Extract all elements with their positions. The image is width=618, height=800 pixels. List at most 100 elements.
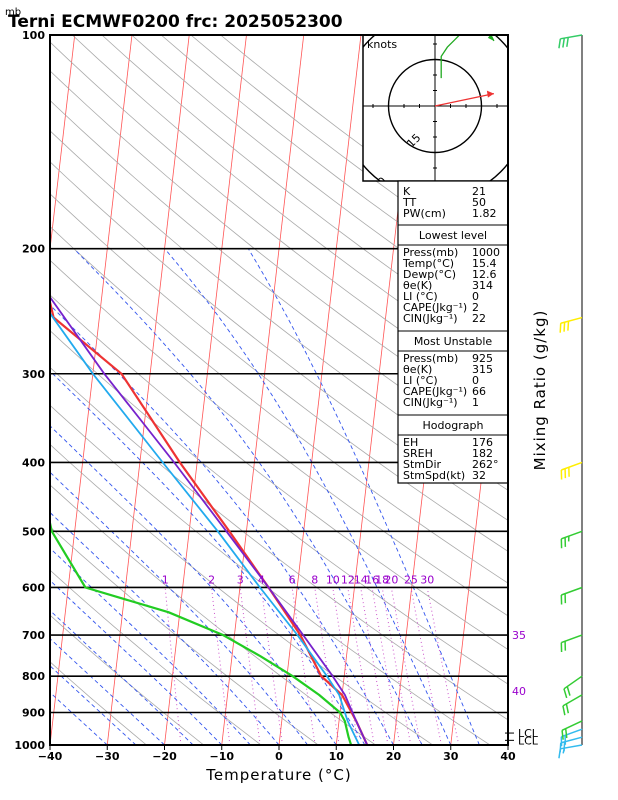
index-label: SREH (403, 447, 433, 460)
lcl-label: LCL (518, 734, 539, 747)
x-tick-label: −10 (209, 750, 234, 763)
dry-adiabat-line (50, 70, 508, 433)
index-value: 66 (472, 385, 486, 398)
index-label: θe(K) (403, 279, 432, 292)
dry-adiabat-line (50, 130, 508, 491)
index-label: K (403, 185, 411, 198)
moist-adiabat-line (50, 638, 165, 745)
storm-motion-arrowhead (486, 90, 494, 98)
moist-adiabat-line (50, 665, 137, 745)
dry-adiabat-line (50, 614, 204, 745)
x-tick-label: 30 (443, 750, 459, 763)
hodograph-ring-label: 30 (370, 175, 389, 194)
dry-adiabat-line (50, 366, 508, 721)
mixing-ratio-label: 2 (208, 573, 215, 586)
wind-barb (558, 34, 583, 49)
table-section-title: Most Unstable (414, 335, 493, 348)
wind-barb (560, 530, 583, 549)
index-value: 1 (472, 396, 479, 409)
index-label: CAPE(Jkg⁻¹) (403, 385, 467, 398)
dry-adiabat-line (50, 259, 508, 617)
wind-barb (560, 634, 583, 653)
pressure-unit-label: mb (5, 7, 21, 18)
dry-adiabat-line (50, 526, 319, 745)
wind-barb (560, 461, 583, 480)
y-tick-label: 800 (22, 670, 45, 683)
index-label: CAPE(Jkg⁻¹) (403, 301, 467, 314)
virtual-parcel-profile-line (50, 311, 361, 745)
dry-adiabat-line (50, 484, 376, 745)
wind-barb (561, 720, 583, 740)
index-label: CIN(Jkg⁻¹) (403, 396, 458, 409)
dry-adiabat-line (50, 569, 262, 745)
moist-adiabat-line (164, 248, 452, 745)
index-value: 176 (472, 436, 493, 449)
mixing-ratio-line (360, 587, 389, 745)
mixing-ratio-label: 12 (341, 573, 355, 586)
wind-barb (563, 675, 583, 699)
hodograph-units-label: knots (367, 38, 397, 51)
y-tick-label: 100 (22, 29, 45, 42)
table-section-title: Hodograph (423, 419, 484, 432)
plot-area (0, 35, 508, 745)
y-tick-label: 900 (22, 707, 45, 720)
mixing-ratio-line (314, 587, 340, 745)
index-label: Press(mb) (403, 352, 458, 365)
y-tick-label: 600 (22, 581, 45, 594)
index-value: 15.4 (472, 257, 497, 270)
y-tick-label: 200 (22, 243, 45, 256)
index-label: Dewp(°C) (403, 268, 456, 281)
mixing-ratio-line (426, 587, 460, 745)
parcel-profile-line (50, 295, 369, 745)
mixing-ratio-line (239, 587, 261, 745)
index-value: 1000 (472, 246, 500, 259)
x-tick-label: −20 (152, 750, 177, 763)
moist-adiabat-line (50, 609, 194, 745)
isotherm-side-label: 35 (512, 629, 526, 642)
y2-axis-label: Mixing Ratio (g/kg) (531, 310, 549, 471)
isotherm-line (278, 35, 362, 745)
y-tick-label: 300 (22, 368, 45, 381)
dry-adiabat-line (160, 35, 508, 299)
chart-title: Terni ECMWF0200 frc: 2025052300 (8, 12, 343, 32)
index-label: StmDir (403, 458, 442, 471)
index-value: 21 (472, 185, 486, 198)
hodograph-trace-arrowhead (487, 35, 494, 41)
y-tick-label: 1000 (14, 739, 45, 752)
y-tick-label: 700 (22, 629, 45, 642)
mixing-ratio-label: 25 (404, 573, 418, 586)
mixing-ratio-label: 3 (237, 573, 244, 586)
index-value: 925 (472, 352, 493, 365)
mixing-ratio-label: 6 (289, 573, 296, 586)
mixing-ratio-label: 18 (375, 573, 389, 586)
x-tick-label: −30 (95, 750, 120, 763)
index-value: 314 (472, 279, 493, 292)
mixing-ratio-line (371, 587, 401, 745)
index-label: StmSpd(kt) (403, 469, 465, 482)
x-tick-label: 0 (275, 750, 283, 763)
dry-adiabat-line (50, 225, 508, 584)
dry-adiabat-line (50, 404, 491, 745)
index-value: 12.6 (472, 268, 497, 281)
isotherm-line (221, 35, 305, 745)
x-tick-label: 40 (500, 750, 516, 763)
wind-barb (560, 728, 583, 747)
mixing-ratio-label: 20 (384, 573, 398, 586)
hodograph-trace (440, 35, 495, 79)
isotherm-line (50, 35, 76, 253)
index-label: CIN(Jkg⁻¹) (403, 312, 458, 325)
mixing-ratio-line (381, 587, 412, 745)
index-label: LI (°C) (403, 374, 438, 387)
dry-adiabat-line (50, 161, 508, 521)
isotherm-line (0, 35, 17, 745)
index-label: TT (402, 196, 417, 209)
mixing-ratio-label: 30 (420, 573, 434, 586)
index-value: 50 (472, 196, 486, 209)
isotherm-line (50, 35, 133, 745)
dry-adiabat-line (131, 35, 508, 325)
y-tick-label: 500 (22, 525, 45, 538)
